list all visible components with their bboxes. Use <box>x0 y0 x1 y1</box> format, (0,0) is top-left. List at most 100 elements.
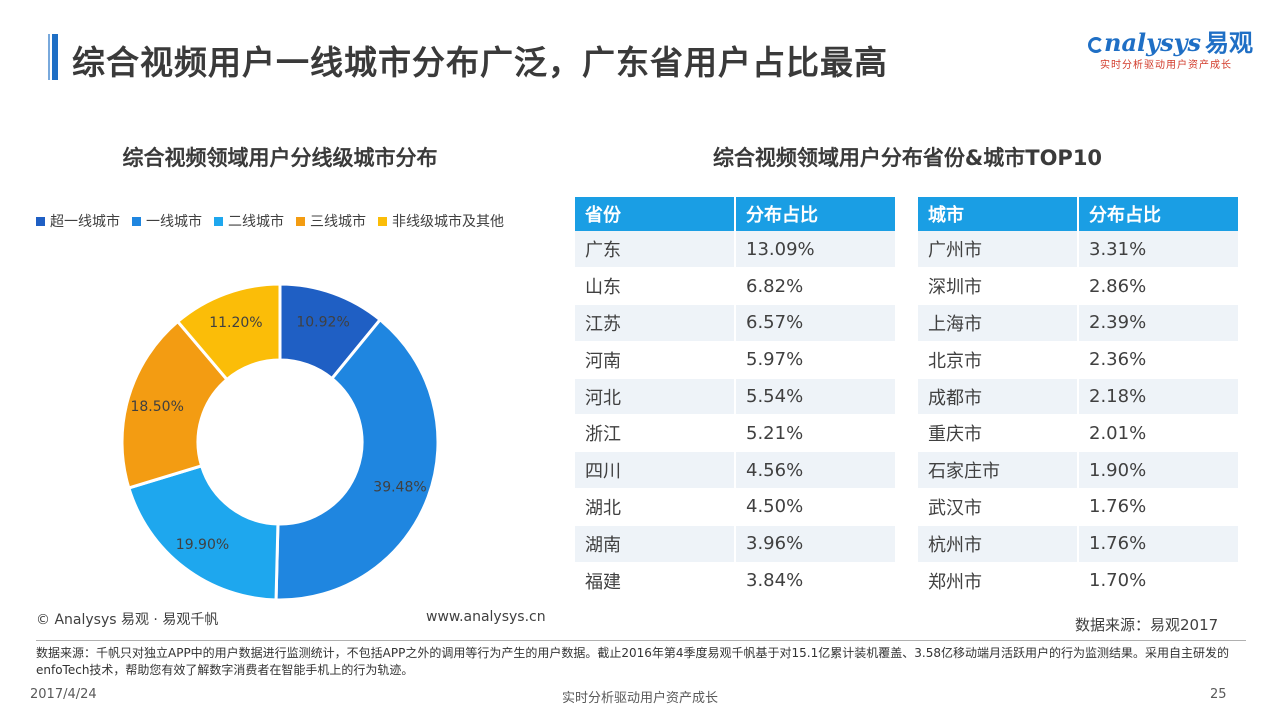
footnote: 数据来源：千帆只对独立APP中的用户数据进行监测统计，不包括APP之外的调用等行… <box>36 646 1229 677</box>
table-row: 广州市 3.31% <box>918 231 1240 269</box>
share-cell: 1.70% <box>1078 562 1240 600</box>
share-cell: 2.36% <box>1078 341 1240 379</box>
table-row: 北京市 2.36% <box>918 341 1240 379</box>
city-cell: 杭州市 <box>918 525 1079 563</box>
slice-label: 39.48% <box>373 480 426 496</box>
table-row: 江苏 6.57% <box>575 304 897 342</box>
legend-item: 二线城市 <box>214 211 284 231</box>
table-row: 湖南 3.96% <box>575 525 897 563</box>
footer-date: 2017/4/24 <box>30 687 97 702</box>
city-cell: 上海市 <box>918 304 1079 342</box>
table-row: 石家庄市 1.90% <box>918 451 1240 490</box>
logo-text: nalysys <box>1104 28 1202 57</box>
table-row: 重庆市 2.01% <box>918 414 1240 453</box>
share-cell: 3.96% <box>735 525 897 563</box>
share-cell: 2.18% <box>1078 378 1240 416</box>
donut-chart: 10.92% 39.48% 19.90% 18.50% 11.20% <box>120 282 440 602</box>
table-row: 郑州市 1.70% <box>918 562 1240 600</box>
legend-item: 非线级城市及其他 <box>378 211 504 231</box>
table-row: 上海市 2.39% <box>918 304 1240 342</box>
legend-item: 一线城市 <box>132 211 202 231</box>
title-accent-thin <box>48 34 50 80</box>
table-row: 武汉市 1.76% <box>918 488 1240 526</box>
province-cell: 湖南 <box>575 525 736 563</box>
legend-label: 超一线城市 <box>50 214 120 230</box>
legend-label: 一线城市 <box>146 214 202 230</box>
website-link[interactable]: www.analysys.cn <box>426 609 546 625</box>
share-cell: 2.01% <box>1078 414 1240 453</box>
table-header-row: 城市 分布占比 <box>918 197 1240 231</box>
page-title: 综合视频用户一线城市分布广泛，广东省用户占比最高 <box>72 43 888 82</box>
legend-label: 二线城市 <box>228 214 284 230</box>
city-table: 城市 分布占比 广州市 3.31% 深圳市 2.86% 上海市 2.39% 北京市 2.… <box>918 197 1240 600</box>
donut-legend: 超一线城市 一线城市 二线城市 三线城市 非线级城市及其他 <box>36 211 504 231</box>
column-header: 省份 <box>575 197 736 231</box>
slice-label: 10.92% <box>296 314 349 330</box>
city-cell: 广州市 <box>918 231 1079 269</box>
legend-label: 非线级城市及其他 <box>392 214 504 230</box>
tables-title: 综合视频领域用户分布省份&城市TOP10 <box>712 146 1103 170</box>
table-row: 广东 13.09% <box>575 231 897 269</box>
table-row: 湖北 4.50% <box>575 488 897 526</box>
copyright: © Analysys 易观 · 易观千帆 <box>36 612 219 628</box>
donut-slice <box>175 282 282 382</box>
city-cell: 深圳市 <box>918 267 1079 306</box>
city-cell: 重庆市 <box>918 414 1079 453</box>
legend-swatch <box>214 216 223 226</box>
province-cell: 福建 <box>575 562 736 600</box>
legend-swatch <box>132 216 141 226</box>
share-cell: 4.50% <box>735 488 897 526</box>
legend-swatch <box>36 216 45 226</box>
share-cell: 3.31% <box>1078 231 1240 269</box>
table-row: 河北 5.54% <box>575 378 897 416</box>
city-cell: 成都市 <box>918 378 1079 416</box>
table-row: 成都市 2.18% <box>918 378 1240 416</box>
slice-label: 11.20% <box>209 315 262 331</box>
province-cell: 河南 <box>575 341 736 379</box>
column-header: 城市 <box>918 197 1079 231</box>
share-cell: 5.21% <box>735 414 897 453</box>
province-cell: 江苏 <box>575 304 736 342</box>
legend-swatch <box>296 216 305 226</box>
donut-chart-title: 综合视频领域用户分线级城市分布 <box>122 146 438 170</box>
data-source: 数据来源：易观2017 <box>1075 616 1219 634</box>
analysys-logo: nalysys 易观 实时分析驱动用户资产成长 <box>1088 28 1253 71</box>
city-cell: 石家庄市 <box>918 451 1079 490</box>
city-cell: 武汉市 <box>918 488 1079 526</box>
table-row: 深圳市 2.86% <box>918 267 1240 306</box>
title-accent-bar <box>52 34 58 80</box>
share-cell: 5.54% <box>735 378 897 416</box>
province-table: 省份 分布占比 广东 13.09% 山东 6.82% 江苏 6.57% 河南 5.97%… <box>575 197 897 600</box>
legend-item: 超一线城市 <box>36 211 120 231</box>
province-cell: 浙江 <box>575 414 736 453</box>
province-cell: 山东 <box>575 267 736 306</box>
column-header: 分布占比 <box>735 197 897 231</box>
column-header: 分布占比 <box>1078 197 1240 231</box>
share-cell: 3.84% <box>735 562 897 600</box>
table-row: 山东 6.82% <box>575 267 897 306</box>
logo-slogan: 实时分析驱动用户资产成长 <box>1100 60 1232 71</box>
city-cell: 北京市 <box>918 341 1079 379</box>
logo-swoosh-icon <box>1088 37 1104 53</box>
share-cell: 6.82% <box>735 267 897 306</box>
share-cell: 1.76% <box>1078 488 1240 526</box>
legend-swatch <box>378 216 387 226</box>
share-cell: 2.39% <box>1078 304 1240 342</box>
donut-slice <box>120 319 230 490</box>
logo-wordmark: nalysys 易观 <box>1088 28 1253 57</box>
slice-label: 19.90% <box>176 537 229 553</box>
city-cell: 郑州市 <box>918 562 1079 600</box>
table-row: 四川 4.56% <box>575 451 897 490</box>
legend-item: 三线城市 <box>296 211 366 231</box>
table-row: 浙江 5.21% <box>575 414 897 453</box>
share-cell: 6.57% <box>735 304 897 342</box>
legend-label: 三线城市 <box>310 214 366 230</box>
share-cell: 13.09% <box>735 231 897 269</box>
share-cell: 5.97% <box>735 341 897 379</box>
footer-slogan: 实时分析驱动用户资产成长 <box>561 691 718 706</box>
table-row: 杭州市 1.76% <box>918 525 1240 563</box>
province-cell: 广东 <box>575 231 736 269</box>
donut-slice <box>126 463 280 602</box>
table-header-row: 省份 分布占比 <box>575 197 897 231</box>
share-cell: 1.90% <box>1078 451 1240 490</box>
